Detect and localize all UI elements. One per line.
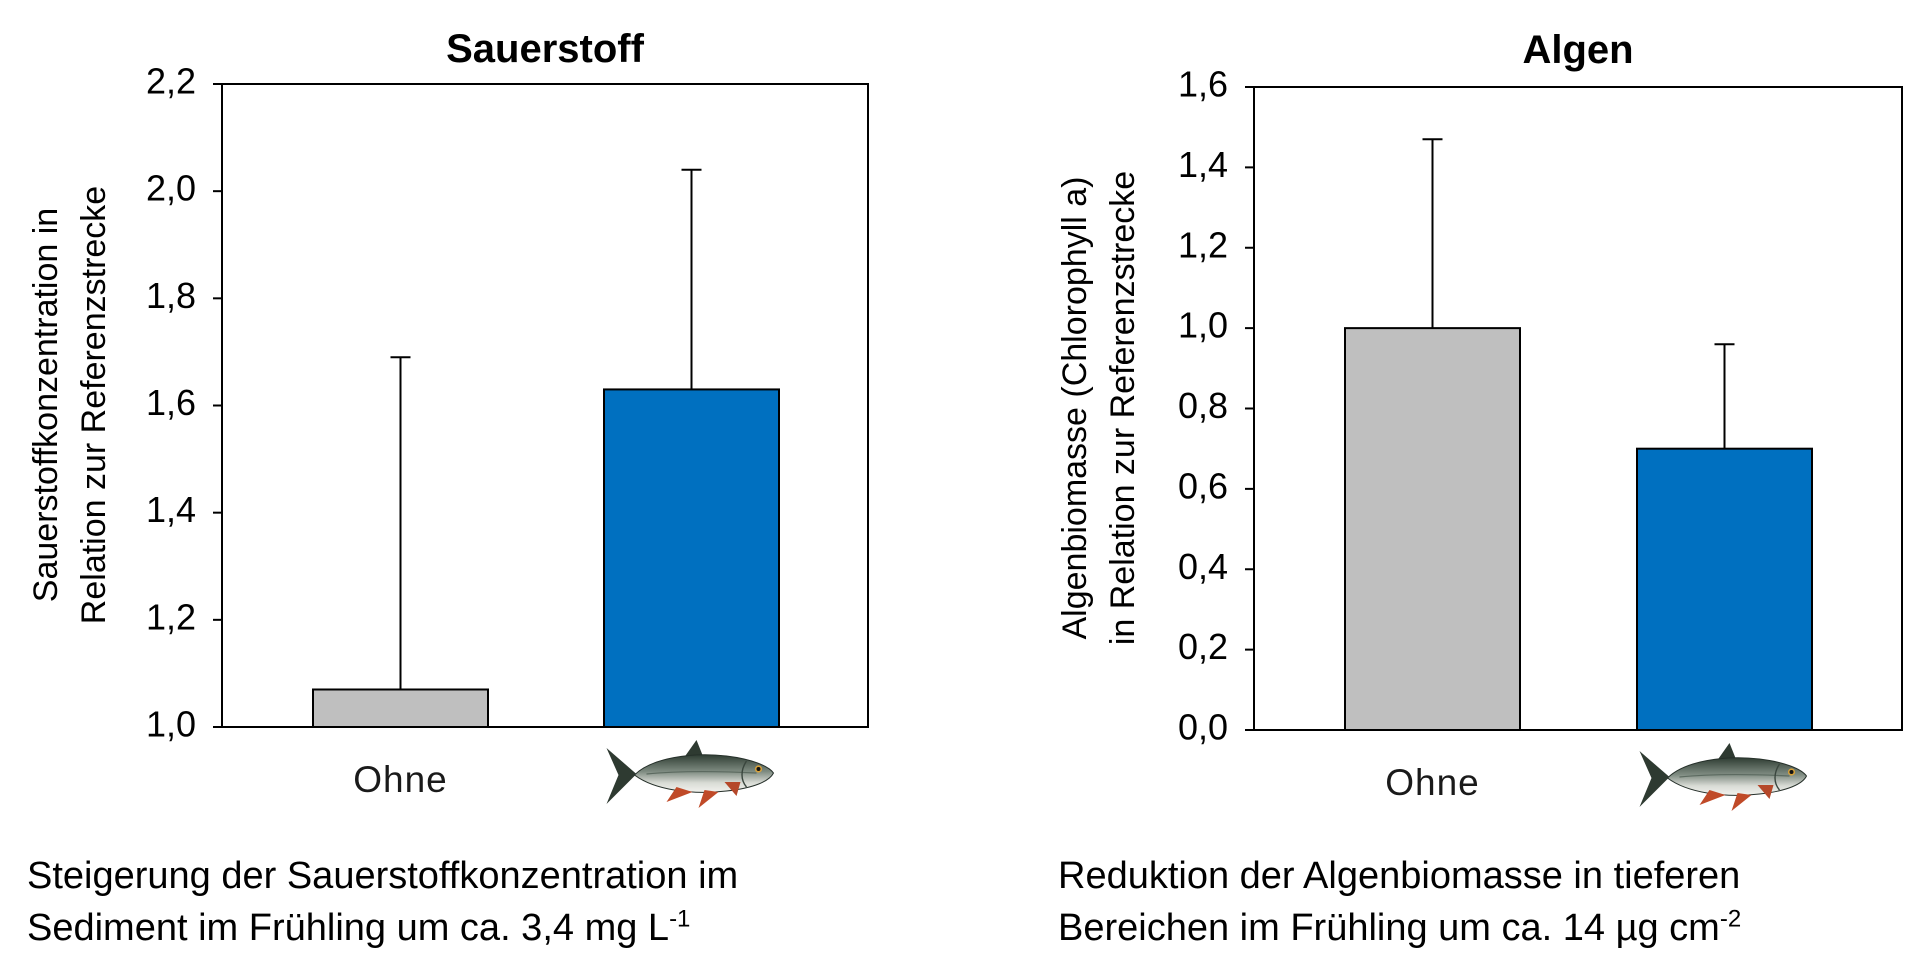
caption-superscript: -1 xyxy=(669,905,691,933)
chart-title: Sauerstoff xyxy=(446,27,644,71)
category-label: Ohne xyxy=(353,759,448,800)
bar xyxy=(603,388,780,728)
y-tick-label: 1,4 xyxy=(1178,144,1228,185)
y-tick-label: 0,6 xyxy=(1178,465,1228,506)
y-tick-label: 0,2 xyxy=(1178,626,1228,667)
caption-sauerstoff: Steigerung der Sauerstoffkonzentration i… xyxy=(27,850,738,954)
y-tick-label: 1,8 xyxy=(146,275,196,316)
y-tick-label: 2,2 xyxy=(146,61,196,102)
caption-line-1: Reduktion der Algenbiomasse in tieferen xyxy=(1058,855,1741,897)
caption-algen: Reduktion der Algenbiomasse in tieferen … xyxy=(1058,850,1741,954)
y-tick-label: 0,4 xyxy=(1178,546,1228,587)
bar xyxy=(1344,327,1521,731)
y-axis-label: Relation zur Referenzstrecke xyxy=(75,186,113,624)
caption-line-2: Sediment im Frühling um ca. 3,4 mg L xyxy=(27,907,670,949)
y-tick-label: 1,2 xyxy=(1178,224,1228,265)
y-tick-label: 1,0 xyxy=(146,704,196,745)
y-tick-label: 2,0 xyxy=(146,168,196,209)
fish-icon xyxy=(1638,743,1808,812)
y-tick-label: 1,2 xyxy=(146,596,196,637)
y-axis-label: Algenbiomasse (Chlorophyll a) xyxy=(1056,176,1094,639)
y-tick-label: 1,6 xyxy=(146,382,196,423)
chart-algen: Algen Algenbiomasse (Chlorophyll a) in Rel… xyxy=(1056,28,1903,812)
y-tick-label: 1,6 xyxy=(1178,64,1228,105)
y-axis-label: Sauerstoffkonzentration in xyxy=(27,208,65,602)
y-tick-label: 0,8 xyxy=(1178,385,1228,426)
bar xyxy=(312,688,489,728)
bar xyxy=(1636,447,1813,731)
chart-title: Algen xyxy=(1522,28,1633,72)
caption-line-1: Steigerung der Sauerstoffkonzentration i… xyxy=(27,855,739,897)
y-axis-label: in Relation zur Referenzstrecke xyxy=(1104,171,1142,645)
category-label: Ohne xyxy=(1385,762,1480,803)
fish-icon xyxy=(605,740,775,809)
caption-superscript: -2 xyxy=(1719,905,1742,933)
chart-sauerstoff: Sauerstoff Sauerstoffkonzentration in Rela… xyxy=(27,27,869,809)
y-tick-label: 1,4 xyxy=(146,489,196,530)
caption-line-2: Bereichen im Frühling um ca. 14 µg cm xyxy=(1058,907,1720,949)
y-tick-label: 1,0 xyxy=(1178,305,1228,346)
y-tick-label: 0,0 xyxy=(1178,707,1228,748)
